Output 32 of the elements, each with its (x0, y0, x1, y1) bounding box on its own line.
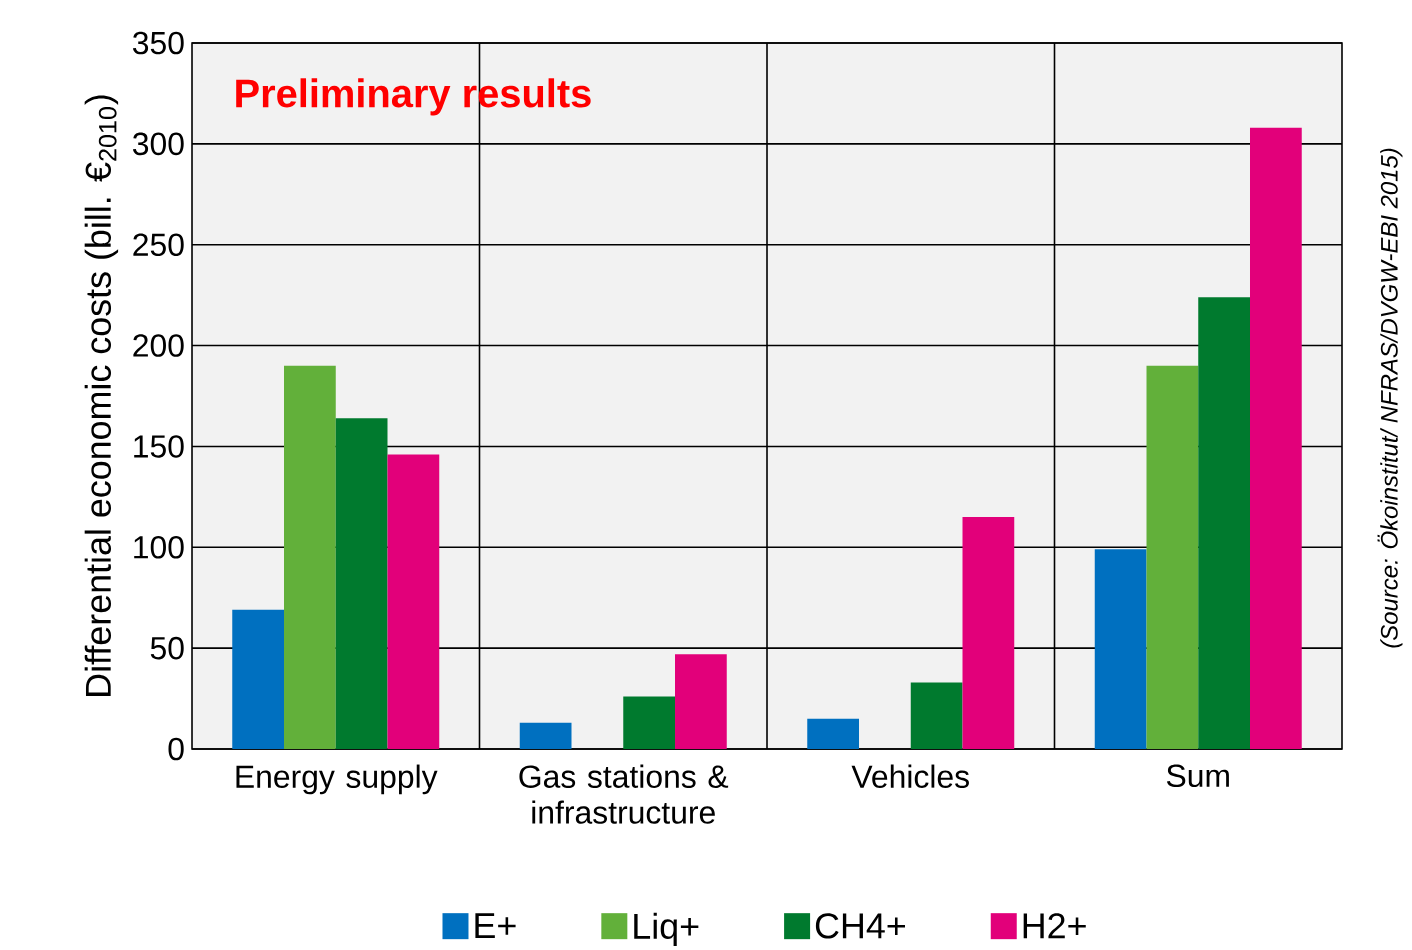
bar (1094, 549, 1147, 750)
bar (1198, 297, 1250, 750)
bar (335, 418, 388, 750)
y-tick-label: 350 (133, 31, 184, 55)
bar (387, 454, 440, 750)
bar (807, 718, 860, 750)
legend-label: Liq+ (634, 912, 699, 947)
legend-label: H2+ (1023, 913, 1086, 939)
x-tick-label: Vehicles (851, 764, 969, 789)
y-tick-label: 300 (133, 132, 184, 156)
legend-label: CH4+ (815, 913, 905, 939)
bar (910, 682, 963, 750)
bar (1146, 365, 1199, 750)
x-tick-label: Sum (1166, 764, 1229, 788)
y-tick-label: 150 (134, 435, 184, 458)
y-tick-label: 100 (134, 536, 184, 559)
bar (962, 517, 1015, 750)
text: (Source: Ökoinstitut/ NFRAS/DVGW-EBI 2015) (1377, 148, 1403, 648)
y-tick-label: 250 (133, 233, 184, 257)
legend-label: E+ (475, 913, 516, 939)
y-tick-label: 0 (168, 737, 184, 761)
bar (1250, 127, 1302, 750)
y-axis-title: Differential economic costs (bill. €$_{2010}$) (84, 95, 119, 697)
y-tick-label: 50 (150, 637, 184, 660)
x-tick-label: Gas stations & infrastructure (519, 764, 729, 824)
x-tick-label: Energy supply (236, 764, 438, 795)
bar (675, 654, 727, 750)
bar (284, 365, 336, 750)
bar (519, 722, 572, 750)
bar (232, 610, 285, 750)
bar (623, 696, 676, 750)
y-tick-label: 200 (133, 334, 184, 358)
